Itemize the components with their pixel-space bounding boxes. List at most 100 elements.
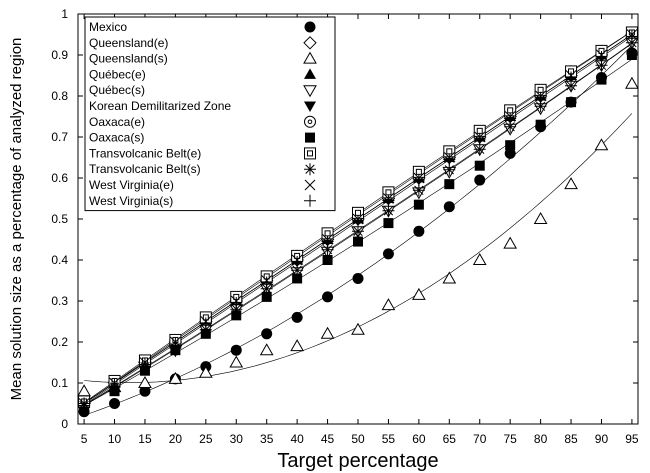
x-tick-label: 70 — [473, 432, 487, 446]
x-tick-label: 40 — [290, 432, 304, 446]
legend-label: Oaxaca(s) — [89, 131, 144, 145]
y-tick-label: 0.8 — [51, 89, 68, 103]
y-tick-label: 0.6 — [51, 171, 68, 185]
legend-marker — [304, 115, 316, 128]
data-point — [504, 120, 517, 133]
data-point — [291, 264, 304, 277]
x-tick-label: 50 — [351, 432, 365, 446]
data-point — [474, 174, 486, 186]
legend-label: West Virginia(s) — [89, 194, 173, 208]
y-tick-label: 0.5 — [51, 212, 68, 226]
data-point — [533, 211, 548, 224]
data-point — [382, 204, 395, 217]
data-point — [109, 398, 121, 409]
data-point — [198, 365, 213, 378]
data-point — [474, 160, 485, 171]
legend-item: Korean Demilitarized Zone — [89, 99, 316, 113]
legend-item: Québec(e) — [89, 67, 316, 81]
data-point — [381, 298, 396, 311]
x-tick-label: 75 — [503, 432, 517, 446]
data-point — [625, 30, 638, 43]
data-point — [382, 194, 395, 207]
legend-marker — [304, 101, 316, 112]
data-point — [321, 243, 334, 256]
data-point — [352, 225, 364, 238]
y-tick-label: 0.2 — [51, 335, 68, 349]
series-west-virginia-s — [78, 30, 638, 410]
data-point — [413, 225, 425, 237]
x-tick-label: 60 — [412, 432, 426, 446]
x-tick-label: 35 — [260, 432, 274, 446]
data-point — [594, 138, 609, 151]
data-point — [626, 50, 637, 60]
data-point — [472, 252, 487, 265]
data-point — [412, 184, 425, 197]
legend-item: Transvolcanic Belt(e) — [89, 146, 316, 160]
data-point — [534, 92, 547, 105]
data-point — [169, 338, 182, 351]
legend-item: Oaxaca(e) — [89, 115, 316, 129]
data-point — [595, 59, 608, 72]
data-point — [138, 375, 152, 388]
data-point — [443, 201, 455, 213]
data-point — [383, 218, 394, 229]
data-point — [625, 76, 639, 89]
x-tick-label: 25 — [199, 432, 213, 446]
x-tick-label: 10 — [108, 432, 122, 446]
legend-box — [84, 16, 336, 212]
legend-label: Transvolcanic Belt(s) — [89, 162, 201, 176]
data-point — [260, 282, 273, 295]
y-tick-label: 0.4 — [51, 253, 68, 267]
y-tick-label: 0.1 — [51, 376, 68, 390]
data-point — [412, 174, 425, 187]
data-point — [442, 271, 457, 284]
x-tick-label: 55 — [382, 432, 396, 446]
legend-item: Québec(s) — [89, 83, 317, 98]
x-tick-label: 85 — [564, 432, 578, 446]
data-point — [564, 177, 578, 190]
data-point — [353, 236, 363, 247]
y-tick-label: 0.9 — [51, 48, 68, 62]
data-point — [291, 256, 304, 269]
legend-label: Québec(s) — [89, 83, 145, 97]
y-tick-label: 0.7 — [51, 130, 68, 144]
legend-marker — [303, 51, 317, 64]
y-tick-label: 1 — [61, 7, 68, 21]
data-point — [505, 140, 516, 151]
data-point — [139, 385, 151, 397]
data-points — [77, 26, 639, 418]
x-tick-label: 30 — [230, 432, 244, 446]
legend-item: Queensland(s) — [89, 51, 317, 66]
legend-item: Mexico — [89, 20, 316, 34]
legend-item: Queensland(e) — [89, 36, 317, 50]
data-point — [443, 163, 456, 176]
x-tick-label: 5 — [81, 432, 88, 446]
legend-marker — [304, 68, 316, 79]
data-point — [291, 311, 303, 323]
data-point — [77, 384, 91, 397]
data-point — [352, 272, 364, 284]
data-point — [261, 291, 272, 302]
data-point — [473, 133, 486, 146]
legend-label: West Virginia(e) — [89, 178, 174, 192]
legend-label: Queensland(e) — [89, 36, 168, 50]
legend-label: Transvolcanic Belt(e) — [89, 146, 201, 160]
data-point — [596, 74, 607, 85]
legend-marker — [303, 85, 317, 98]
data-point — [595, 51, 608, 64]
data-point — [138, 358, 151, 371]
data-point — [108, 379, 121, 392]
data-point — [322, 291, 334, 303]
x-tick-label: 15 — [138, 432, 152, 446]
legend-marker — [305, 132, 315, 143]
legend-marker — [304, 194, 316, 207]
data-point — [259, 343, 274, 356]
data-point — [230, 344, 242, 356]
x-tick-label: 95 — [625, 432, 639, 446]
legend-item: Transvolcanic Belt(s) — [89, 162, 316, 176]
y-axis: 0 0.1 0.2 0.3 0.4 0.5 0.6 0.7 0.8 0.9 1 — [51, 7, 638, 431]
data-point — [473, 143, 486, 156]
legend-label: Oaxaca(e) — [89, 115, 145, 129]
x-tick-label: 80 — [534, 432, 548, 446]
